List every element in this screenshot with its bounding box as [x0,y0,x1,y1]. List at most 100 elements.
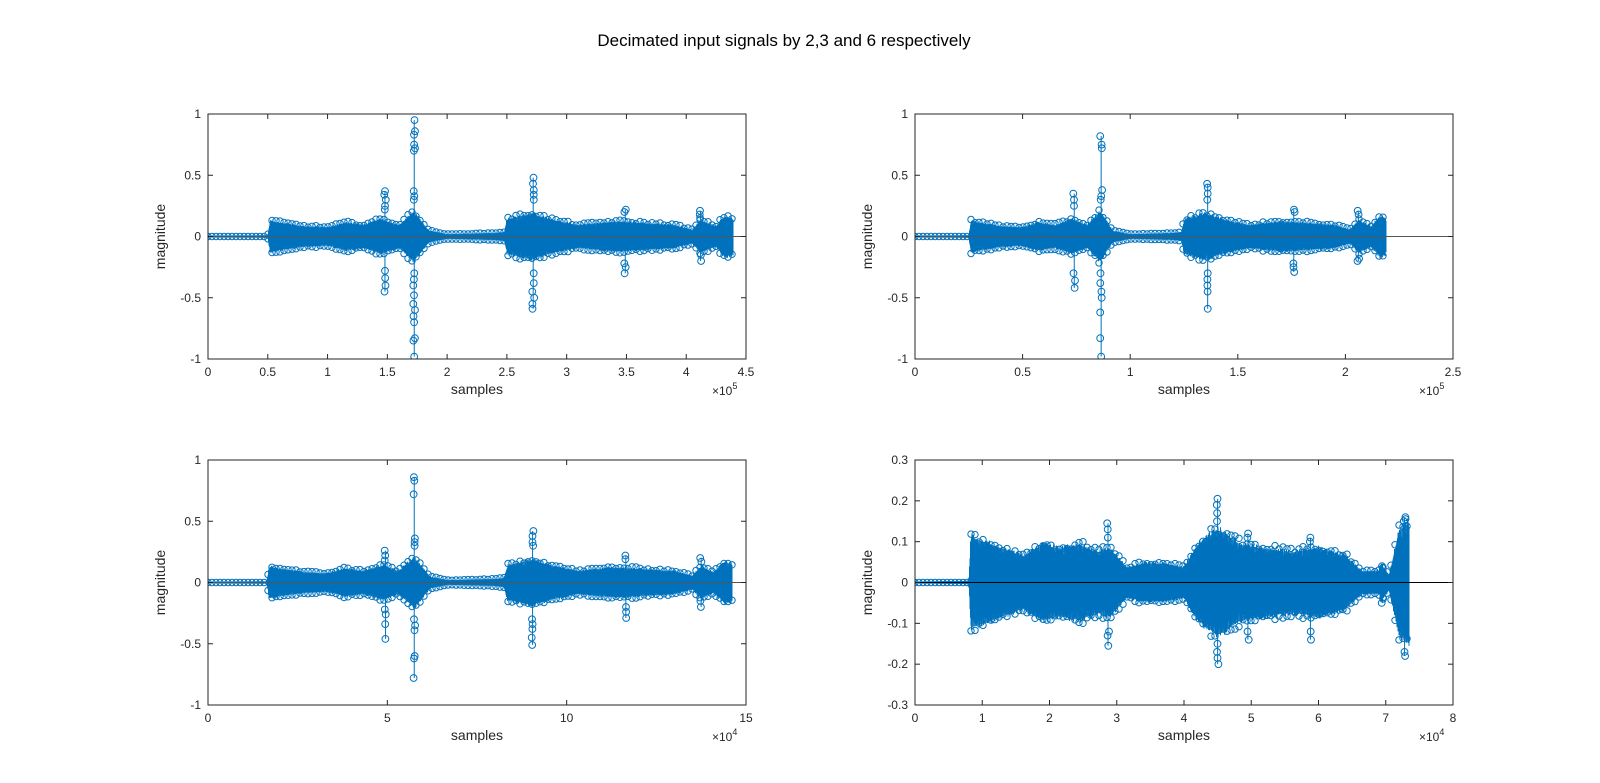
stem-marker [464,230,472,238]
stem-marker [1219,532,1227,540]
x-tick-label: 1 [324,365,331,379]
stem-marker [416,598,424,606]
spike-marker [1214,660,1223,669]
spike-marker [381,274,390,283]
stem-marker [436,582,444,591]
stem-marker [712,242,720,251]
stem-marker [268,594,276,602]
stem-marker [544,562,552,570]
x-tick-label: 0 [912,711,919,725]
stem-marker [332,245,340,253]
spike-marker [1097,140,1106,149]
stem-marker [1203,620,1211,628]
stem-marker [568,221,576,229]
spike-marker [1203,275,1212,284]
stem-marker [328,568,336,577]
stem-marker [656,246,664,254]
stem-marker [967,627,975,635]
stem-marker [1359,567,1367,576]
stem-marker [1279,614,1287,622]
stem-marker [1039,542,1047,550]
stem-marker [688,572,696,580]
stem-marker [576,244,584,252]
stem-marker [1255,612,1263,620]
stem-marker [1183,216,1191,224]
stem-marker [1371,246,1379,255]
stem-marker [1119,236,1127,245]
spike-marker [411,621,420,630]
x-exponent-label: ×105 [1419,381,1444,398]
stem-marker [340,247,348,255]
spike-marker [622,603,630,611]
stem-marker [268,216,276,225]
stem-marker [1259,544,1267,553]
stem-marker [1247,243,1255,252]
stem-marker [712,222,720,231]
stem-marker [580,219,588,227]
stem-marker [308,222,316,231]
stem-marker [416,216,424,225]
stem-marker [1035,217,1043,226]
stem-marker [444,581,452,589]
stem-marker [1099,543,1107,551]
stem-marker [456,576,464,584]
stem-marker [696,249,704,258]
stem-marker [300,589,308,598]
spike-marker [1244,529,1252,538]
spike-marker [1399,517,1408,526]
spike-marker [409,312,418,321]
stem-marker [1299,219,1307,227]
stem-marker [1007,222,1015,231]
stem-marker [720,597,728,606]
stem-marker [584,246,592,254]
y-tick-label: -1 [190,352,201,366]
stem-marker [300,567,308,576]
subplot-bottom-right: 0 1 2 3 4 5 6 7 8 -0.3 -0.2 -0.1 0 0.1 0.2 0.3 samples ma… [859,453,1457,744]
stem-marker [1059,613,1067,621]
spike-marker [1243,627,1252,636]
stem-marker [1023,222,1031,230]
stem-marker [1211,525,1219,533]
spike-marker [1070,202,1078,210]
stem-marker [1151,597,1159,605]
stem-marker [512,253,520,262]
spike-marker [529,195,538,204]
stem-marker [1023,609,1031,617]
spike-marker [1290,208,1299,216]
stem-marker [1239,616,1247,624]
stem-marker [1371,218,1379,227]
stem-marker [432,573,440,581]
stem-marker [1195,542,1203,550]
stem-marker [1067,612,1075,620]
stem-marker [1307,614,1315,622]
stem-marker [1311,246,1319,254]
stem-marker [1279,246,1287,254]
stem-marker [1263,611,1271,620]
spike-marker [410,473,418,482]
spike-marker [1103,533,1112,542]
stem-marker [412,212,420,220]
stem-marker [672,244,680,253]
stem-marker [1167,596,1175,604]
stem-marker [684,587,692,595]
stem-marker [1187,253,1195,261]
stem-marker [580,246,588,254]
stem-marker [264,586,272,595]
spike-marker [1103,519,1112,528]
stem-marker [983,615,991,623]
spike-marker [1203,304,1212,313]
stem-marker [680,224,688,233]
stem-marker [296,568,304,576]
stem-marker [416,248,424,257]
stem-marker [644,244,652,253]
stem-marker [1307,543,1315,551]
stem-marker [1123,593,1131,601]
stem-marker [584,565,592,573]
stem-marker [1087,249,1095,257]
spike-marker [1071,276,1079,285]
stem-marker [1319,244,1327,252]
stem-marker [660,244,668,252]
stem-marker [312,589,320,597]
spike-marker [1203,179,1211,188]
stem-marker [1187,212,1195,220]
